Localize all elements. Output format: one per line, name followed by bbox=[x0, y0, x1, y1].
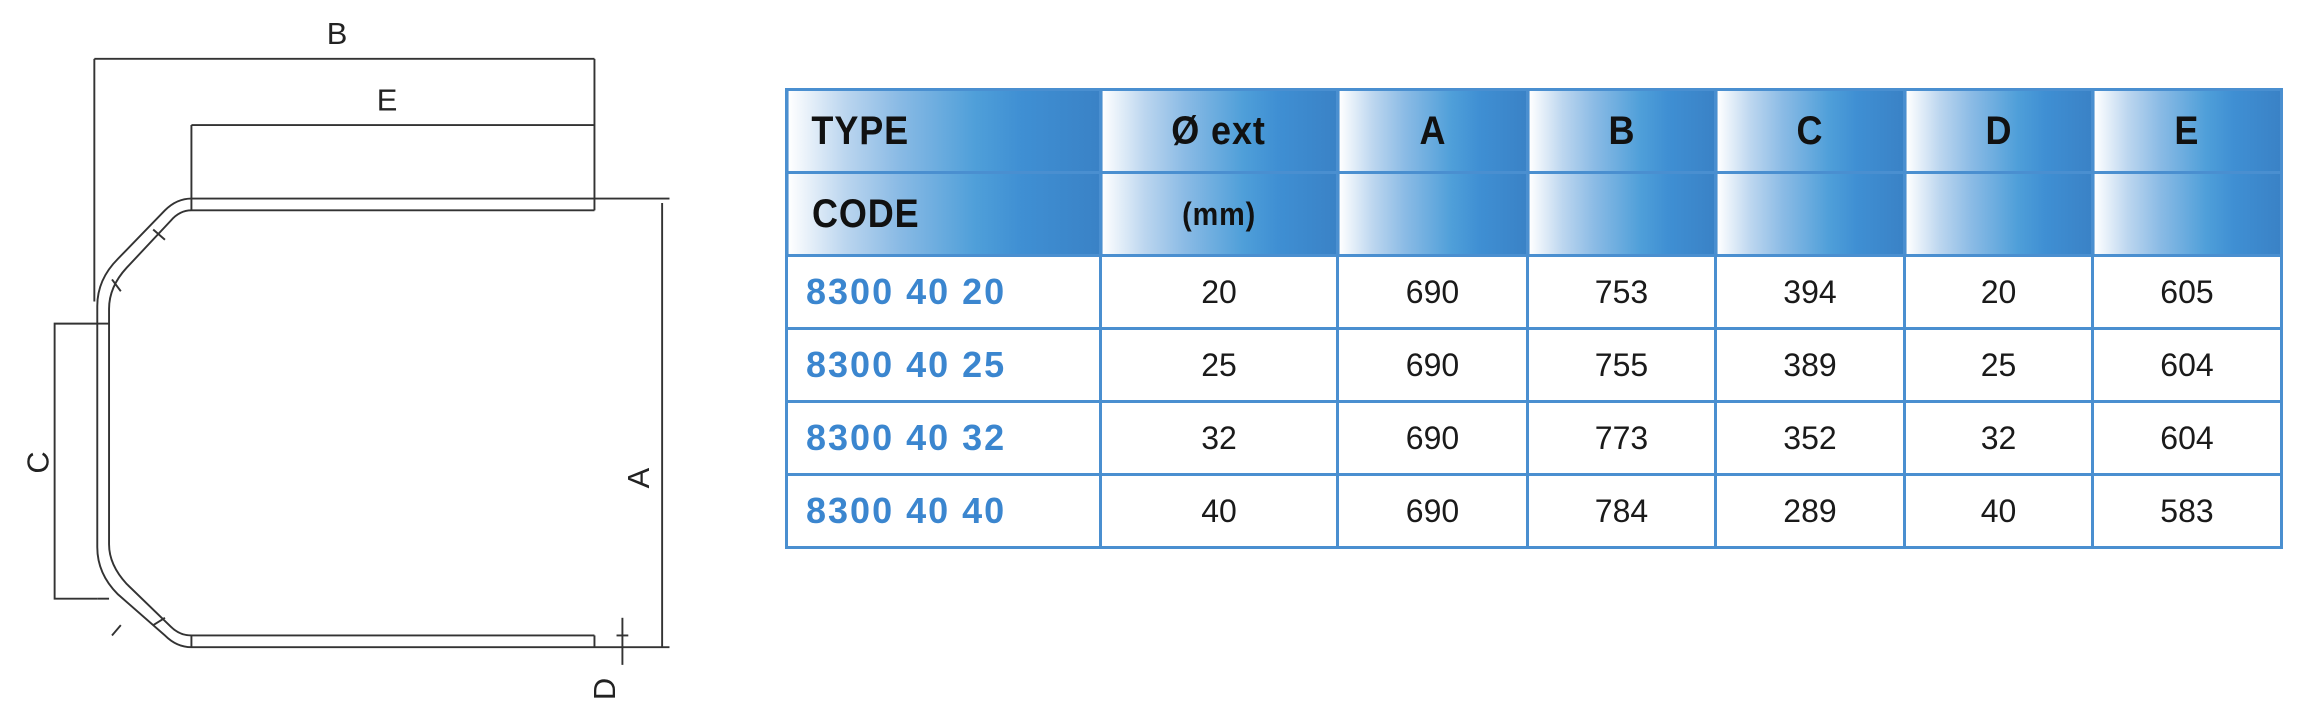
value-cell: 690 bbox=[1336, 327, 1529, 403]
table-row: 8300 40 32 32 690 773 352 32 604 bbox=[785, 400, 2283, 476]
label-e: E bbox=[377, 82, 398, 117]
header-cell: D bbox=[1903, 88, 2094, 174]
value-cell: 753 bbox=[1526, 254, 1717, 330]
value-cell: 289 bbox=[1714, 473, 1906, 549]
table-row: 8300 40 40 40 690 784 289 40 583 bbox=[785, 473, 2283, 549]
header-cell bbox=[1903, 171, 2094, 257]
code-cell: 8300 40 40 bbox=[785, 473, 1102, 549]
header-cell: A bbox=[1336, 88, 1529, 174]
value-cell: 690 bbox=[1336, 473, 1529, 549]
value-cell: 32 bbox=[1903, 400, 2094, 476]
value-cell: 20 bbox=[1903, 254, 2094, 330]
header-cell bbox=[2091, 171, 2283, 257]
code-cell: 8300 40 25 bbox=[785, 327, 1102, 403]
value-cell: 40 bbox=[1099, 473, 1339, 549]
header-cell: Ø ext bbox=[1099, 88, 1339, 174]
header-cell: CODE bbox=[785, 171, 1102, 257]
value-cell: 20 bbox=[1099, 254, 1339, 330]
header-cell bbox=[1714, 171, 1906, 257]
header-cell: C bbox=[1714, 88, 1906, 174]
header-cell bbox=[1526, 171, 1717, 257]
header-row: CODE (mm) bbox=[785, 171, 2283, 257]
header-cell bbox=[1336, 171, 1529, 257]
value-cell: 690 bbox=[1336, 254, 1529, 330]
header-cell: B bbox=[1526, 88, 1717, 174]
label-b: B bbox=[327, 16, 348, 51]
value-cell: 389 bbox=[1714, 327, 1906, 403]
value-cell: 583 bbox=[2091, 473, 2283, 549]
spec-table: TYPE Ø ext A B C D E CODE (mm) 8300 40 2… bbox=[785, 88, 2283, 549]
table-row: 8300 40 25 25 690 755 389 25 604 bbox=[785, 327, 2283, 403]
header-cell: TYPE bbox=[785, 88, 1102, 174]
value-cell: 32 bbox=[1099, 400, 1339, 476]
value-cell: 40 bbox=[1903, 473, 2094, 549]
label-c: C bbox=[21, 451, 56, 473]
value-cell: 25 bbox=[1903, 327, 2094, 403]
table-row: 8300 40 20 20 690 753 394 20 605 bbox=[785, 254, 2283, 330]
tube-inner bbox=[108, 209, 595, 637]
value-cell: 604 bbox=[2091, 400, 2283, 476]
header-row: TYPE Ø ext A B C D E bbox=[785, 88, 2283, 174]
label-d: D bbox=[587, 678, 622, 700]
value-cell: 352 bbox=[1714, 400, 1906, 476]
value-cell: 773 bbox=[1526, 400, 1717, 476]
value-cell: 690 bbox=[1336, 400, 1529, 476]
header-cell: E bbox=[2091, 88, 2283, 174]
value-cell: 604 bbox=[2091, 327, 2283, 403]
technical-drawing: B E C A D bbox=[21, 16, 670, 700]
value-cell: 784 bbox=[1526, 473, 1717, 549]
code-cell: 8300 40 20 bbox=[785, 254, 1102, 330]
value-cell: 394 bbox=[1714, 254, 1906, 330]
label-a: A bbox=[621, 467, 656, 488]
header-cell: (mm) bbox=[1099, 171, 1339, 257]
dim-line-c bbox=[53, 322, 98, 600]
value-cell: 755 bbox=[1526, 327, 1717, 403]
value-cell: 25 bbox=[1099, 327, 1339, 403]
code-cell: 8300 40 32 bbox=[785, 400, 1102, 476]
value-cell: 605 bbox=[2091, 254, 2283, 330]
tube-outer bbox=[96, 197, 670, 649]
